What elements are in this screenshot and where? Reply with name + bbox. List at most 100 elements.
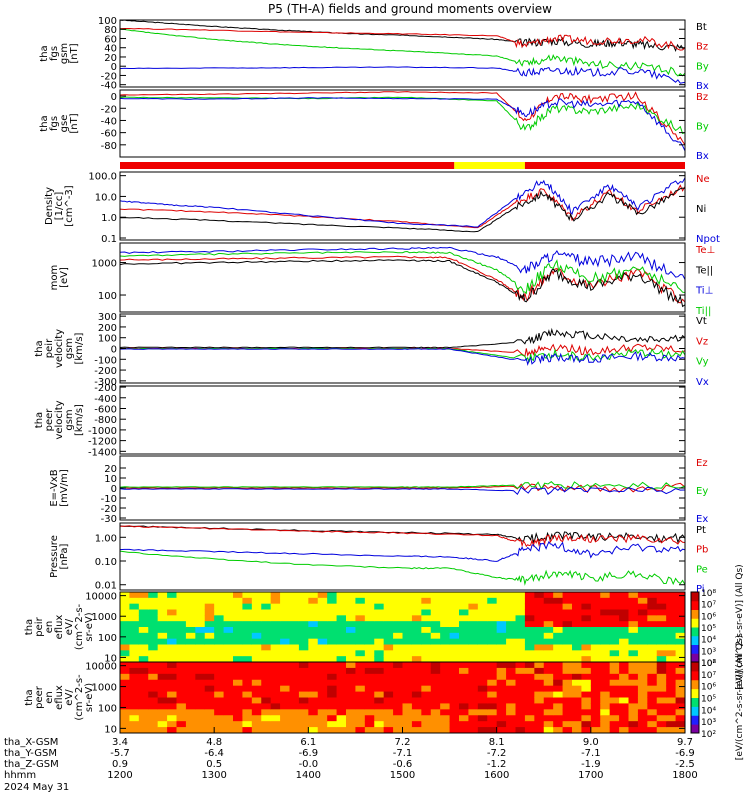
heatmap-cell bbox=[647, 691, 658, 698]
panel-frame bbox=[119, 242, 686, 313]
heatmap-cell bbox=[204, 679, 215, 687]
heatmap-cell bbox=[656, 656, 667, 663]
heatmap-cell bbox=[430, 721, 441, 728]
heatmap-cell bbox=[336, 597, 347, 605]
heatmap-cell bbox=[619, 592, 629, 599]
x-axis-date: 2024 May 31 bbox=[4, 782, 69, 793]
y-axis-label: tha bbox=[24, 689, 35, 705]
heatmap-cell bbox=[459, 697, 469, 704]
heatmap-cell bbox=[487, 656, 498, 663]
heatmap-cell bbox=[308, 609, 319, 616]
heatmap-cell bbox=[600, 644, 611, 651]
heatmap-cell bbox=[459, 615, 469, 622]
heatmap-cell bbox=[675, 667, 686, 675]
heatmap-cell bbox=[138, 621, 149, 628]
y-axis-label: peir bbox=[44, 338, 55, 358]
heatmap-cell bbox=[120, 627, 130, 634]
heatmap-cell bbox=[590, 662, 601, 669]
heatmap-cell bbox=[468, 667, 479, 675]
heatmap-cell bbox=[572, 638, 582, 645]
heatmap-cell bbox=[336, 644, 347, 651]
heatmap-cell bbox=[336, 679, 347, 687]
legend-entry: Bx bbox=[696, 151, 709, 162]
heatmap-cell bbox=[487, 673, 498, 681]
heatmap-cell bbox=[138, 627, 149, 634]
mode-bar-segment bbox=[454, 162, 525, 169]
heatmap-cell bbox=[308, 673, 319, 681]
heatmap-cell bbox=[553, 715, 564, 722]
heatmap-cell bbox=[364, 673, 375, 681]
heatmap-cell bbox=[619, 644, 629, 651]
heatmap-cell bbox=[675, 697, 686, 704]
heatmap-cell bbox=[129, 656, 140, 663]
heatmap-cell bbox=[656, 592, 667, 599]
heatmap-cell bbox=[449, 632, 460, 640]
heatmap-cell bbox=[346, 697, 356, 704]
heatmap-cell bbox=[506, 662, 516, 669]
heatmap-cell bbox=[440, 632, 451, 640]
heatmap bbox=[120, 662, 686, 734]
heatmap-cell bbox=[383, 592, 394, 599]
heatmap-cell bbox=[619, 621, 629, 628]
heatmap-cell bbox=[675, 691, 686, 698]
heatmap-cell bbox=[308, 679, 319, 687]
heatmap-cell bbox=[148, 727, 159, 734]
heatmap-cell bbox=[355, 679, 366, 687]
heatmap-cell bbox=[666, 715, 677, 722]
heatmap-cell bbox=[242, 709, 253, 716]
heatmap-cell bbox=[364, 621, 375, 628]
heatmap-cell bbox=[449, 597, 460, 605]
heatmap-cell bbox=[506, 715, 516, 722]
heatmap-cell bbox=[581, 638, 592, 645]
y-axis-label: [km/s] bbox=[74, 404, 85, 436]
heatmap-cell bbox=[148, 638, 159, 645]
heatmap-cell bbox=[666, 709, 677, 716]
heatmap-cell bbox=[590, 709, 601, 716]
heatmap-cell bbox=[619, 715, 629, 722]
heatmap-cell bbox=[619, 650, 629, 657]
heatmap-cell bbox=[402, 667, 413, 675]
heatmap-cell bbox=[157, 721, 168, 728]
heatmap-cell bbox=[327, 679, 338, 687]
heatmap-cell bbox=[393, 609, 403, 616]
heatmap-cell bbox=[214, 697, 225, 704]
heatmap-cell bbox=[524, 703, 535, 710]
mode-bar-segment bbox=[524, 162, 685, 169]
heatmap-cell bbox=[214, 632, 225, 640]
heatmap-cell bbox=[280, 685, 290, 693]
heatmap-cell bbox=[666, 621, 677, 628]
heatmap-cell bbox=[524, 656, 535, 663]
heatmap-cell bbox=[346, 703, 356, 710]
heatmap-cell bbox=[346, 609, 356, 616]
heatmap-cell bbox=[487, 709, 498, 716]
heatmap-cell bbox=[496, 715, 507, 722]
heatmap-cell bbox=[421, 632, 432, 640]
heatmap-cell bbox=[346, 644, 356, 651]
heatmap-cell bbox=[440, 627, 451, 634]
heatmap-cell bbox=[383, 662, 394, 669]
heatmap-cell bbox=[449, 691, 460, 698]
heatmap-cell bbox=[440, 727, 451, 734]
heatmap-cell bbox=[242, 615, 253, 622]
heatmap-cell bbox=[590, 715, 601, 722]
heatmap-cell bbox=[572, 650, 582, 657]
heatmap-cell bbox=[308, 632, 319, 640]
heatmap-cell bbox=[637, 603, 648, 610]
heatmap-cell bbox=[468, 685, 479, 693]
heatmap-cell bbox=[421, 709, 432, 716]
heatmap-cell bbox=[223, 592, 234, 599]
heatmap-cell bbox=[572, 656, 582, 663]
heatmap-cell bbox=[270, 632, 281, 640]
heatmap-cell bbox=[346, 662, 356, 669]
heatmap-cell bbox=[204, 592, 215, 599]
heatmap-cell bbox=[251, 727, 262, 734]
heatmap-cell bbox=[223, 597, 234, 605]
heatmap-cell bbox=[637, 667, 648, 675]
heatmap-cell bbox=[534, 697, 545, 704]
heatmap-cell bbox=[336, 697, 347, 704]
legend-entry: Bt bbox=[696, 22, 707, 33]
heatmap-cell bbox=[374, 603, 385, 610]
heatmap-cell bbox=[468, 638, 479, 645]
heatmap-cell bbox=[402, 709, 413, 716]
heatmap-cell bbox=[468, 621, 479, 628]
